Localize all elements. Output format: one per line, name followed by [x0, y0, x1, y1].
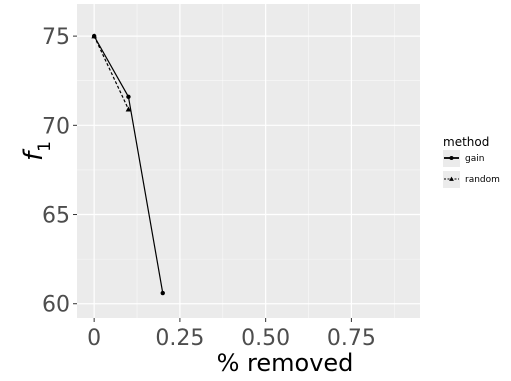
data-point-random — [125, 106, 132, 112]
y-tick-label: 75 — [42, 25, 70, 50]
series-layer — [91, 33, 165, 296]
x-axis: 0 0.25 0.50 0.75 — [87, 318, 376, 351]
x-tick-label: 0 — [87, 326, 101, 351]
x-tick-label: 0.75 — [327, 326, 376, 351]
legend-key-marker-random — [449, 176, 454, 181]
y-tick-label: 65 — [42, 204, 70, 229]
plot-panel — [77, 4, 420, 318]
legend-label-random: random — [465, 175, 500, 185]
minor-gridlines — [77, 4, 420, 318]
data-point-random — [91, 33, 97, 39]
major-gridlines — [77, 4, 420, 318]
series-random — [91, 33, 132, 112]
legend-key-marker-gain — [449, 156, 454, 160]
x-tick-label: 0.50 — [241, 326, 290, 351]
data-point-gain — [160, 290, 165, 296]
data-point-gain — [126, 94, 131, 99]
legend-label-gain: gain — [465, 154, 484, 164]
legend-title: method — [443, 135, 489, 149]
y-tick-label: 70 — [42, 114, 70, 139]
series-line-random — [93, 35, 129, 110]
x-axis-title: % removed — [217, 349, 354, 377]
x-tick-label: 0.25 — [155, 326, 204, 351]
y-tick-label: 60 — [42, 293, 70, 318]
y-axis-title: f1 — [19, 141, 55, 161]
legend: method gain random — [443, 135, 500, 188]
y-axis: 60 65 70 75 — [42, 25, 77, 318]
y-axis-title-subscript: 1 — [35, 141, 55, 152]
